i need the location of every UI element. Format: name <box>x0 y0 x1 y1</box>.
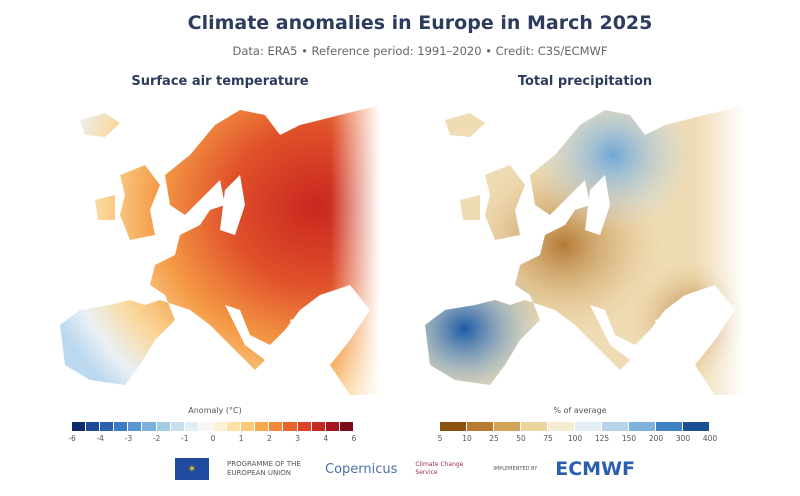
colorbar-tick-label: -1 <box>181 434 189 443</box>
colorbar-swatch <box>283 422 297 431</box>
colorbar-swatch <box>100 422 114 431</box>
colorbar-tick-label: 3 <box>295 434 300 443</box>
colorbar-swatch <box>602 422 628 431</box>
colorbar-swatch <box>227 422 241 431</box>
colorbar-tick-label: -4 <box>96 434 104 443</box>
temperature-colorbar-ticks: -6 -4 -3 -2 -1 0 1 2 3 4 6 <box>68 434 357 444</box>
colorbar-swatch <box>184 422 198 431</box>
colorbar-swatch <box>170 422 184 431</box>
colorbar-swatch <box>575 422 601 431</box>
precipitation-legend-label: % of average <box>553 406 607 415</box>
colorbar-tick-label: 150 <box>621 434 637 443</box>
precipitation-colorbar-ticks: 5 10 25 50 75 100 125 150 200 300 400 <box>437 434 718 444</box>
c3s-logo: Climate Change Service <box>415 461 464 476</box>
colorbar-swatch <box>494 422 520 431</box>
colorbar-tick-label: 75 <box>543 434 553 443</box>
colorbar-tick-label: 4 <box>323 434 329 443</box>
colorbar-tick-label: 10 <box>462 434 472 443</box>
colorbar-tick-label: 25 <box>489 434 499 443</box>
colorbar-tick-label: 100 <box>567 434 583 443</box>
colorbar-swatch <box>440 422 466 431</box>
colorbar-swatch <box>212 422 227 431</box>
ecmwf-logo: ECMWF <box>555 458 636 480</box>
eu-programme-text: PROGRAMME OF THE EUROPEAN UNION <box>227 460 301 477</box>
colorbar-tick-label: 1 <box>238 434 244 443</box>
colorbar-tick-label: 0 <box>210 434 216 443</box>
colorbar-swatch <box>114 422 128 431</box>
colorbar-swatch <box>255 422 269 431</box>
page-subtitle: Data: ERA5 • Reference period: 1991–2020… <box>232 44 608 58</box>
colorbar-swatch <box>629 422 655 431</box>
colorbar-tick-label: 6 <box>351 434 357 443</box>
colorbar-tick-label: 2 <box>267 434 272 443</box>
colorbar-tick-label: 200 <box>648 434 664 443</box>
colorbar-swatch <box>142 422 156 431</box>
colorbar-swatch <box>311 422 325 431</box>
colorbar-tick-label: 50 <box>516 434 526 443</box>
page-title: Climate anomalies in Europe in March 202… <box>187 12 653 34</box>
temperature-anomaly-map <box>50 95 380 395</box>
colorbar-swatch <box>521 422 547 431</box>
colorbar-tick-label: 300 <box>675 434 691 443</box>
colorbar-swatch <box>198 422 212 431</box>
colorbar-tick-label: 125 <box>594 434 610 443</box>
colorbar-swatch <box>86 422 100 431</box>
colorbar-swatch <box>467 422 493 431</box>
colorbar-tick-label: -2 <box>152 434 161 443</box>
copernicus-logo: Copernicus <box>325 461 398 477</box>
colorbar-tick-label: 400 <box>702 434 718 443</box>
colorbar-swatch <box>72 422 86 431</box>
precipitation-colorbar <box>440 422 710 431</box>
colorbar-swatch <box>339 422 353 431</box>
colorbar-swatch <box>656 422 682 431</box>
colorbar-swatch <box>269 422 283 431</box>
precipitation-anomaly-map <box>415 95 745 395</box>
implemented-by-text: IMPLEMENTED BY <box>493 466 538 472</box>
temperature-panel-title: Surface air temperature <box>131 74 309 89</box>
colorbar-swatch <box>325 422 339 431</box>
eu-flag-logo: ✶ <box>175 458 209 480</box>
colorbar-tick-label: -3 <box>124 434 133 443</box>
colorbar-tick-label: -6 <box>68 434 76 443</box>
colorbar-swatch <box>548 422 574 431</box>
colorbar-swatch <box>128 422 142 431</box>
colorbar-swatch <box>156 422 170 431</box>
precipitation-panel-title: Total precipitation <box>517 74 653 89</box>
temperature-colorbar <box>72 422 354 431</box>
colorbar-swatch <box>241 422 255 431</box>
colorbar-tick-label: 5 <box>437 434 443 443</box>
colorbar-swatch <box>297 422 311 431</box>
colorbar-swatch <box>683 422 709 431</box>
temperature-legend-label: Anomaly (°C) <box>188 406 242 415</box>
logo-strip: ✶ PROGRAMME OF THE EUROPEAN UNION Copern… <box>175 455 635 483</box>
